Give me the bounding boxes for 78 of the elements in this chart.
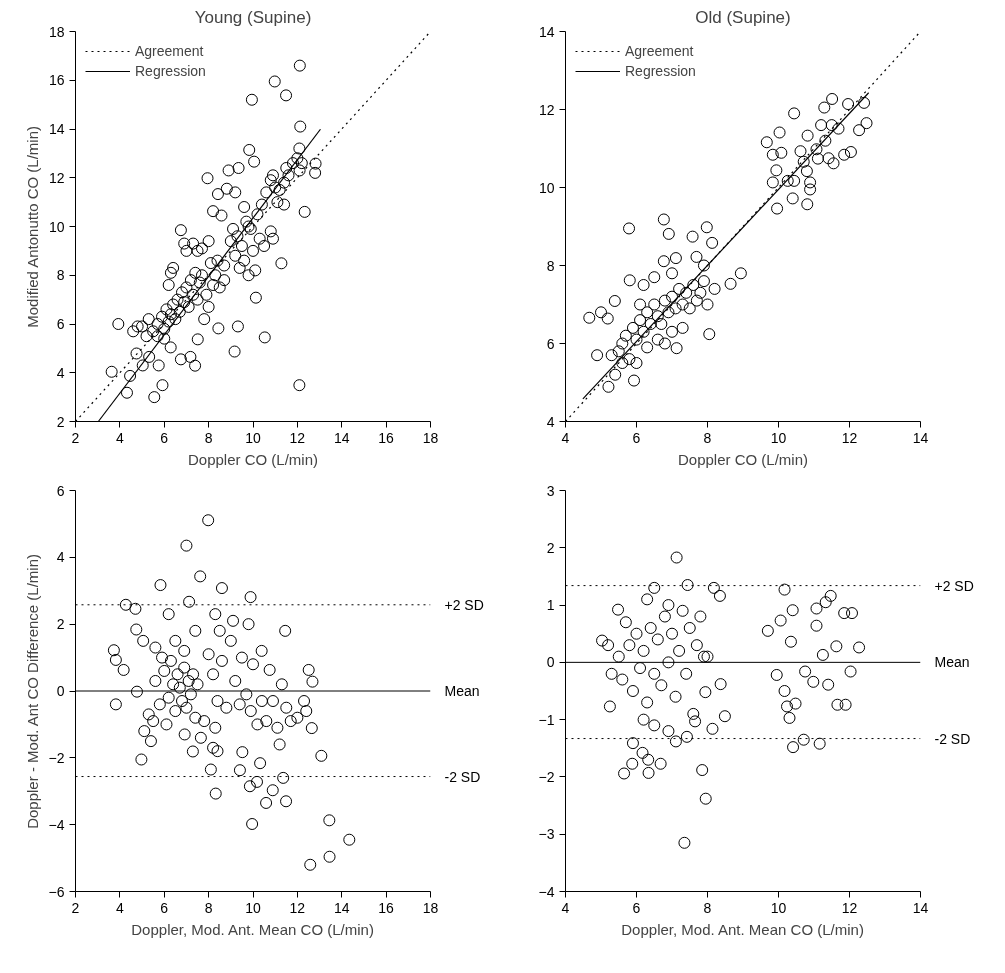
y-tick-label: −1 <box>538 711 555 728</box>
y-tick-label: −4 <box>538 883 555 900</box>
ref-line-label: Mean <box>444 683 480 699</box>
y-tick-label: 4 <box>56 549 65 566</box>
x-tick-label: 4 <box>115 899 124 916</box>
x-tick-label: 14 <box>912 899 929 916</box>
x-tick-label: 16 <box>378 899 395 916</box>
x-tick-label: 6 <box>632 899 641 916</box>
y-tick-label: 14 <box>538 23 555 40</box>
x-axis-title: Doppler, Mod. Ant. Mean CO (L/min) <box>131 920 374 938</box>
y-tick-label: 6 <box>546 335 555 352</box>
chart-title: Young (Supine) <box>194 7 312 27</box>
y-tick-label: −6 <box>48 883 65 900</box>
y-tick-label: 0 <box>546 654 555 671</box>
ref-line-label: +2 SD <box>444 596 484 613</box>
y-tick-label: 4 <box>56 364 65 381</box>
x-tick-label: 12 <box>289 429 306 446</box>
x-tick-label: 2 <box>71 429 80 446</box>
legend-label: Agreement <box>135 43 204 59</box>
y-tick-label: 14 <box>48 121 65 137</box>
x-tick-label: 8 <box>703 899 712 916</box>
ref-line-label: Mean <box>934 654 970 671</box>
x-tick-label: 10 <box>245 429 261 446</box>
x-tick-label: 10 <box>245 899 261 916</box>
y-tick-label: 2 <box>56 616 65 633</box>
x-tick-label: 6 <box>160 429 169 446</box>
y-tick-label: −2 <box>538 768 555 785</box>
y-tick-label: 1 <box>546 597 555 614</box>
y-tick-label: −3 <box>538 826 555 843</box>
y-tick-label: 6 <box>56 482 65 499</box>
x-tick-label: 10 <box>770 899 787 916</box>
x-tick-label: 8 <box>703 429 712 446</box>
y-tick-label: 0 <box>56 683 65 699</box>
x-tick-label: 14 <box>333 899 350 916</box>
chart-title: Old (Supine) <box>695 7 791 27</box>
y-tick-label: 8 <box>56 267 65 284</box>
ref-line-label: -2 SD <box>934 730 971 747</box>
y-axis-title: Doppler - Mod. Ant CO Difference (L/min) <box>23 554 41 829</box>
x-tick-label: 8 <box>204 899 213 916</box>
x-tick-label: 14 <box>912 429 929 446</box>
x-tick-label: 16 <box>378 429 395 446</box>
x-tick-label: 6 <box>632 429 641 446</box>
x-tick-label: 2 <box>71 899 80 916</box>
y-tick-label: 2 <box>56 413 65 430</box>
x-tick-label: 8 <box>204 429 213 446</box>
x-tick-label: 6 <box>160 899 169 916</box>
y-tick-label: 10 <box>48 218 65 235</box>
y-tick-label: 12 <box>48 169 65 186</box>
y-axis-title: Modified Antonutto CO (L/min) <box>23 126 41 328</box>
x-tick-label: 4 <box>115 429 124 446</box>
legend-label: Regression <box>625 63 696 79</box>
x-axis-title: Doppler CO (L/min) <box>677 450 809 468</box>
legend-label: Agreement <box>625 43 694 59</box>
ref-line-label: +2 SD <box>934 577 974 594</box>
x-tick-label: 12 <box>289 899 306 916</box>
ref-line-label: -2 SD <box>444 768 481 785</box>
y-tick-label: 6 <box>56 316 65 332</box>
legend-label: Regression <box>135 63 206 79</box>
y-tick-label: 10 <box>538 179 555 196</box>
x-axis-title: Doppler, Mod. Ant. Mean CO (L/min) <box>621 920 864 938</box>
y-tick-label: 3 <box>546 482 555 499</box>
x-tick-label: 4 <box>561 429 570 446</box>
y-tick-label: 8 <box>546 257 555 274</box>
x-axis-title: Doppler CO (L/min) <box>187 450 319 468</box>
y-tick-label: −4 <box>48 816 65 833</box>
y-tick-label: 4 <box>546 413 555 430</box>
y-tick-label: 18 <box>48 23 65 40</box>
x-tick-label: 4 <box>561 899 570 916</box>
y-tick-label: 12 <box>538 101 555 118</box>
x-tick-label: 18 <box>422 899 439 916</box>
x-tick-label: 12 <box>841 429 858 446</box>
x-tick-label: 18 <box>422 429 439 446</box>
y-tick-label: 2 <box>546 539 555 556</box>
y-tick-label: −2 <box>48 749 65 766</box>
x-tick-label: 10 <box>770 429 787 446</box>
x-tick-label: 12 <box>841 899 858 916</box>
x-tick-label: 14 <box>333 429 350 446</box>
y-tick-label: 16 <box>48 72 65 89</box>
